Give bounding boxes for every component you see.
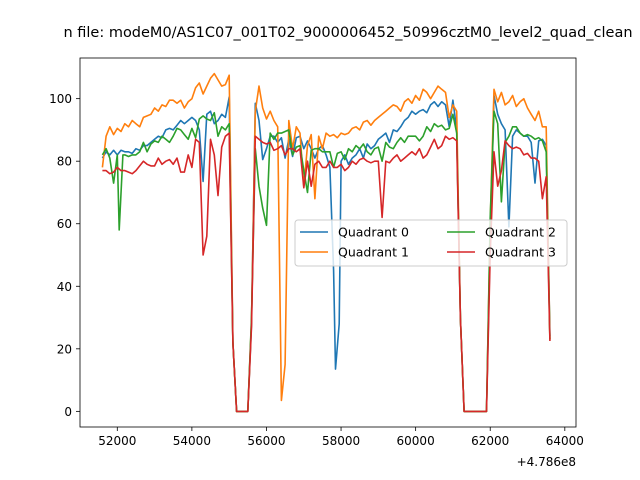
x-tick-label: 60000 (397, 434, 435, 448)
chart-title: n file: modeM0/AS1C07_001T02_9000006452_… (63, 25, 632, 41)
series-layer (101, 72, 551, 413)
y-tick-label: 80 (57, 155, 72, 169)
x-axis: 52000 54000 56000 58000 60000 62000 64000 (98, 427, 584, 448)
legend: Quadrant 0 Quadrant 1 Quadrant 2 Quadrant 3 (294, 219, 568, 267)
x-tick-label: 62000 (471, 434, 509, 448)
legend-label: Quadrant 3 (485, 245, 556, 260)
y-tick-label: 60 (57, 217, 72, 231)
y-tick-label: 100 (49, 92, 72, 106)
x-tick-label: 54000 (173, 434, 211, 448)
legend-box (294, 219, 568, 267)
plot-frame (79, 57, 577, 428)
y-axis: 0 20 40 60 80 100 (49, 92, 80, 419)
x-tick-label: 58000 (322, 434, 360, 448)
y-tick-label: 0 (64, 405, 72, 419)
series-line-quadrant-3 (102, 132, 551, 413)
legend-label: Quadrant 1 (338, 245, 409, 260)
y-tick-label: 20 (57, 342, 72, 356)
x-tick-label: 52000 (98, 434, 136, 448)
x-tick-label: 56000 (247, 434, 285, 448)
legend-label: Quadrant 0 (338, 225, 409, 240)
legend-label: Quadrant 2 (485, 225, 556, 240)
y-tick-label: 40 (57, 280, 72, 294)
x-offset-label: +4.786e8 (517, 455, 576, 469)
x-tick-label: 64000 (546, 434, 584, 448)
